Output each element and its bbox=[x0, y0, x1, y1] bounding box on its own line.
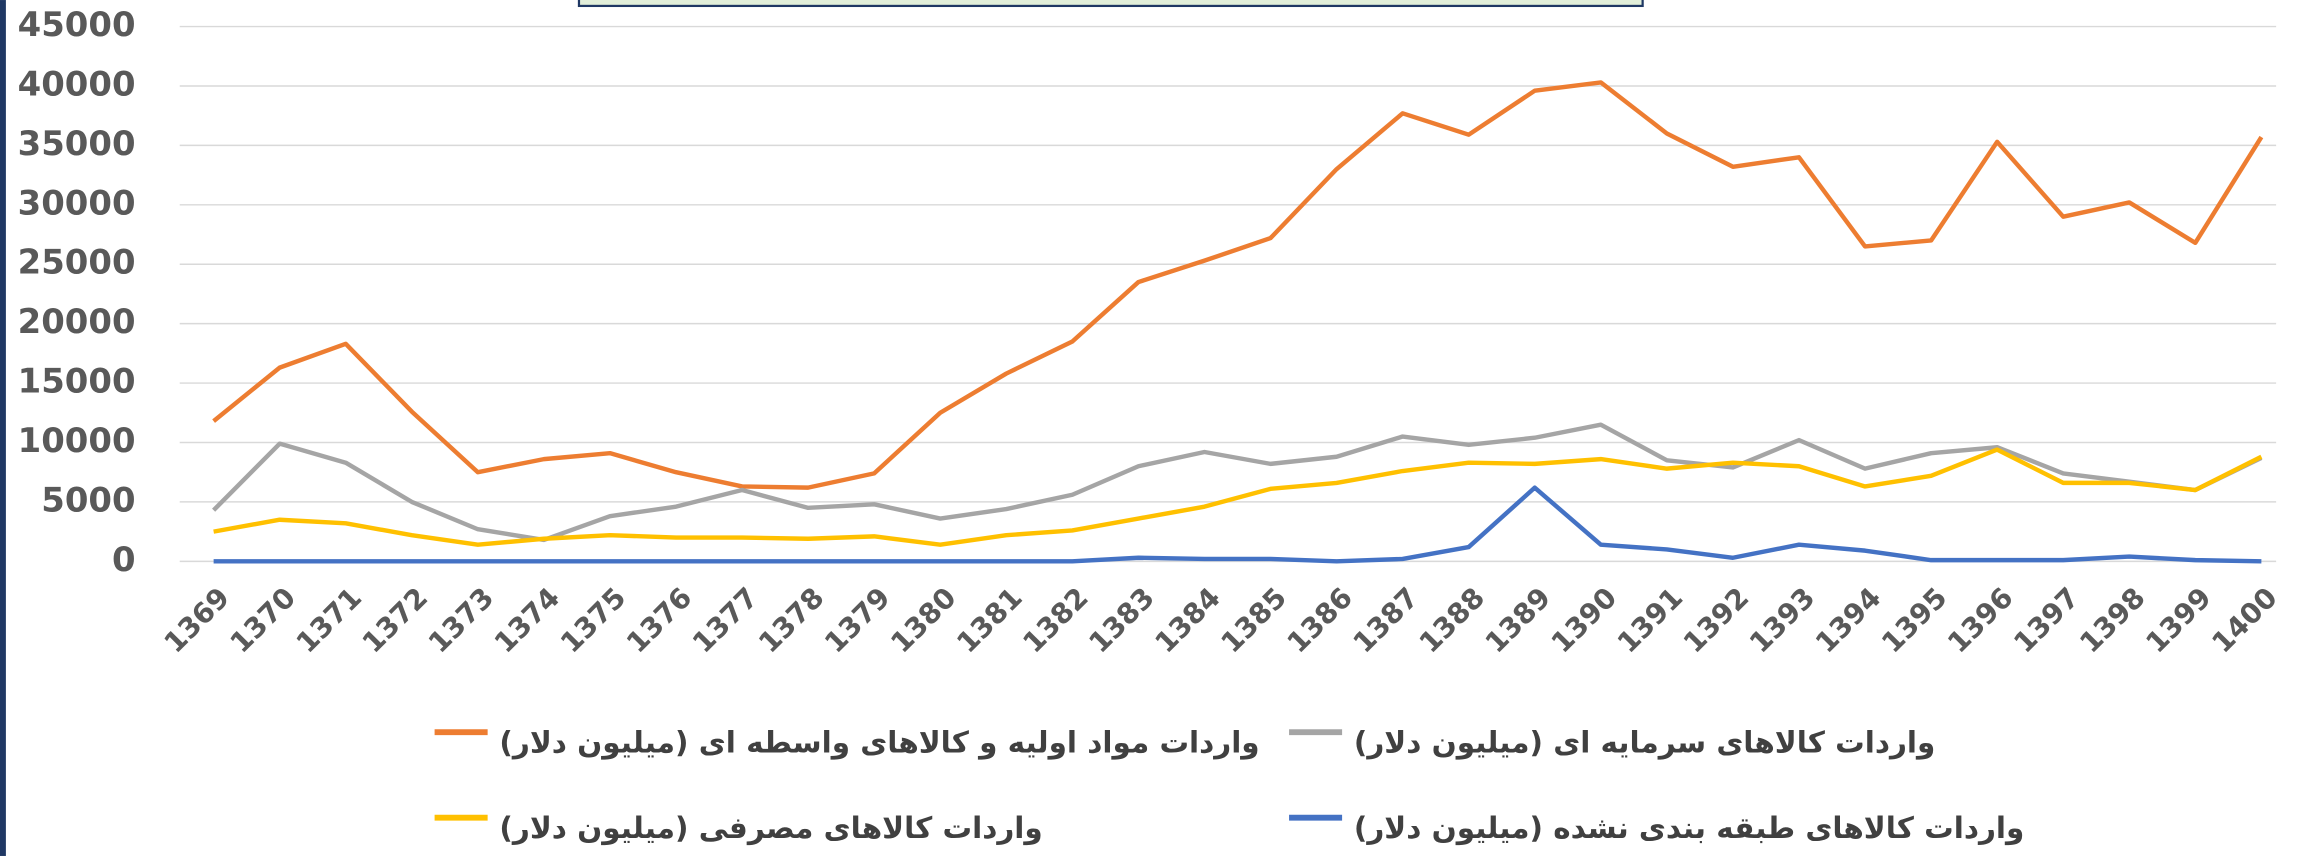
title-box bbox=[577, 0, 1644, 8]
x-tick-label: 1377 bbox=[686, 581, 764, 659]
x-tick-label: 1382 bbox=[1016, 581, 1094, 659]
y-tick-label: 0 bbox=[112, 540, 136, 579]
y-tick-label: 25000 bbox=[18, 243, 136, 282]
x-tick-label: 1394 bbox=[1809, 581, 1887, 659]
left-border bbox=[0, 0, 6, 856]
x-tick-label: 1392 bbox=[1677, 581, 1755, 659]
x-tick-label: 1397 bbox=[2007, 581, 2085, 659]
x-tick-label: 1376 bbox=[620, 581, 698, 659]
x-tick-label: 1383 bbox=[1082, 581, 1160, 659]
series-line bbox=[213, 447, 2263, 547]
x-tick-label: 1373 bbox=[422, 581, 500, 659]
x-tick-label: 1369 bbox=[158, 581, 236, 659]
y-tick-label: 45000 bbox=[18, 5, 136, 44]
x-tick-label: 1374 bbox=[488, 581, 566, 659]
x-tick-label: 1372 bbox=[356, 581, 434, 659]
x-tick-label: 1390 bbox=[1545, 581, 1623, 659]
x-tick-label: 1370 bbox=[224, 581, 302, 659]
x-tick-label: 1399 bbox=[2139, 581, 2217, 659]
x-tick-label: 1378 bbox=[752, 581, 830, 659]
x-tick-label: 1371 bbox=[290, 581, 368, 659]
x-tick-label: 1375 bbox=[554, 581, 632, 659]
y-tick-label: 35000 bbox=[18, 124, 136, 163]
x-tick-label: 1400 bbox=[2205, 581, 2283, 659]
y-tick-label: 15000 bbox=[18, 362, 136, 401]
x-tick-label: 1389 bbox=[1479, 581, 1557, 659]
series-line bbox=[212, 80, 2264, 490]
legend-label: واردات مواد اولیه و کالاهای واسطه ای (می… bbox=[499, 726, 1259, 760]
x-tick-label: 1391 bbox=[1611, 581, 1689, 659]
y-tick-label: 20000 bbox=[18, 302, 136, 341]
legend-label: واردات کالاهای سرمایه ای (میلیون دلار) bbox=[1354, 726, 1935, 760]
legend-label: واردات کالاهای مصرفی (میلیون دلار) bbox=[499, 811, 1042, 845]
x-tick-label: 1396 bbox=[1941, 581, 2019, 659]
series-line bbox=[213, 485, 2262, 564]
y-tick-label: 10000 bbox=[18, 421, 136, 460]
x-tick-label: 1387 bbox=[1347, 581, 1425, 659]
legend-label: واردات کالاهای طبقه بندی نشده (میلیون دل… bbox=[1354, 811, 2024, 845]
x-tick-label: 1386 bbox=[1281, 581, 1359, 659]
x-tick-label: 1385 bbox=[1215, 581, 1293, 659]
x-tick-label: 1388 bbox=[1413, 581, 1491, 659]
y-tick-label: 40000 bbox=[18, 64, 136, 103]
y-tick-label: 30000 bbox=[18, 183, 136, 222]
y-tick-label: 5000 bbox=[41, 480, 135, 519]
x-tick-label: 1393 bbox=[1743, 581, 1821, 659]
x-tick-label: 1381 bbox=[950, 581, 1028, 659]
x-tick-label: 1398 bbox=[2073, 581, 2151, 659]
x-tick-label: 1384 bbox=[1148, 581, 1226, 659]
x-tick-label: 1379 bbox=[818, 581, 896, 659]
x-tick-label: 1380 bbox=[884, 581, 962, 659]
x-tick-label: 1395 bbox=[1875, 581, 1953, 659]
